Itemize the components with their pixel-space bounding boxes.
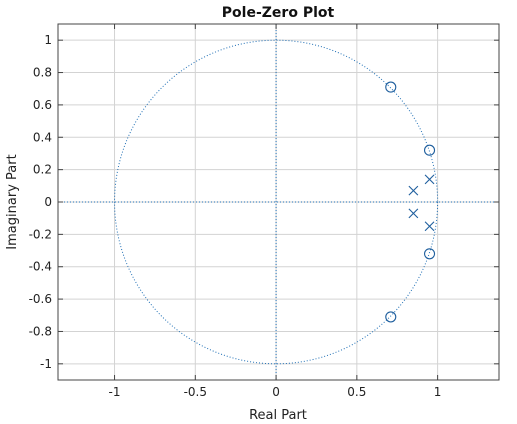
y-tick-label-5: 0: [44, 195, 52, 209]
x-tick-label-2: 0: [272, 385, 280, 399]
pole-marker-1: [424, 174, 435, 185]
y-tick-label-9: -0.8: [29, 324, 52, 338]
y-tick-label-10: -1: [40, 357, 52, 371]
zero-marker-1: [423, 144, 436, 156]
zero-marker-2: [423, 248, 436, 260]
x-tick-label-0: -1: [109, 385, 121, 399]
x-tick-label-1: -0.5: [184, 385, 207, 399]
y-tick-label-2: 0.6: [33, 98, 52, 112]
y-tick-label-7: -0.4: [29, 260, 52, 274]
y-tick-label-3: 0.4: [33, 130, 52, 144]
x-axis-label: Real Part: [249, 408, 307, 423]
x-tick-label-4: 1: [434, 385, 442, 399]
ticks: -1 -0.5 0 0.5 1 1 0.8 0.6 0.4 0.2 0 -0.2 -0.4 -0.6 -0.…: [29, 24, 499, 399]
y-axis-label: Imaginary Part: [5, 154, 20, 249]
y-tick-label-1: 0.8: [33, 66, 52, 80]
zero-marker-3: [385, 311, 397, 323]
x-tick-label-3: 0.5: [347, 385, 366, 399]
markers: [385, 81, 436, 323]
y-tick-label-4: 0.2: [33, 163, 52, 177]
unit-circle: [114, 39, 439, 365]
y-tick-label-0: 1: [44, 33, 52, 47]
zero-marker-0: [385, 81, 397, 93]
y-tick-label-6: -0.2: [29, 227, 52, 241]
guide-lines: [58, 24, 499, 380]
chart-title: Pole-Zero Plot: [222, 5, 335, 21]
pole-marker-2: [408, 208, 419, 219]
pole-marker-3: [424, 221, 435, 232]
pole-marker-0: [408, 185, 419, 196]
y-tick-label-8: -0.6: [29, 292, 52, 306]
